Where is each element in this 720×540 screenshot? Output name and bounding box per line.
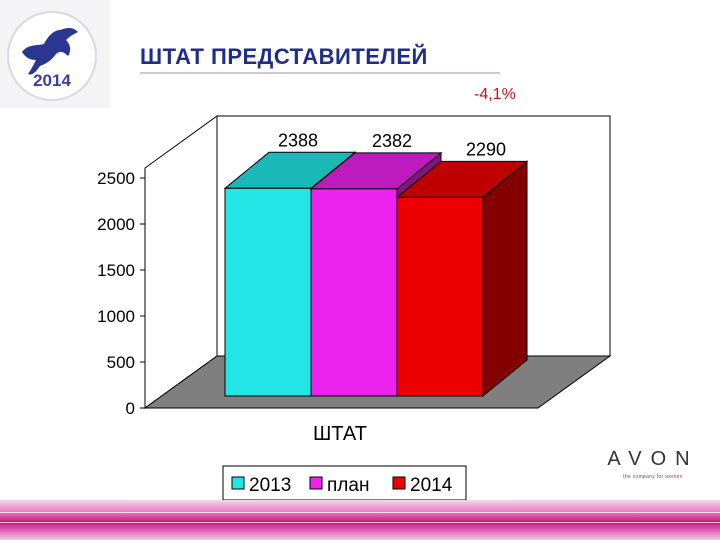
legend-label: план: [327, 475, 369, 496]
bar: [310, 188, 398, 397]
logo-year: 2014: [33, 71, 71, 90]
legend-label: 2013: [249, 475, 291, 496]
logo-badge: 2014: [0, 0, 110, 108]
brand-tagline: the company for women: [623, 474, 683, 480]
legend-box: [222, 465, 467, 501]
y-tick-label: 1500: [97, 261, 135, 280]
legend-swatch: [231, 476, 245, 490]
data-label: 2382: [372, 131, 412, 151]
legend-swatch: [392, 476, 406, 490]
footer-band: [0, 500, 720, 540]
data-label: 2388: [278, 130, 318, 150]
y-tick-label: 2000: [97, 215, 135, 234]
y-tick-label: 500: [107, 353, 135, 372]
y-tick-label: 0: [126, 399, 135, 418]
horse-logo-icon: 2014: [7, 11, 97, 101]
change-percent: -4,1%: [474, 86, 516, 103]
page-title: ШТАТ ПРЕДСТАВИТЕЛЕЙ: [140, 44, 428, 69]
data-label: 2290: [466, 139, 506, 159]
avon-logo: AVON the company for women: [598, 448, 708, 480]
title-divider: [140, 72, 500, 74]
y-tick-label: 1000: [97, 307, 135, 326]
legend-label: 2014: [410, 475, 453, 496]
bar: [224, 187, 312, 397]
bar: [396, 196, 484, 397]
x-axis-label: ШТАТ: [313, 423, 367, 445]
bar-side: [482, 160, 528, 398]
brand-name: AVON: [607, 448, 699, 470]
legend-swatch: [309, 476, 323, 490]
y-tick-label: 2500: [97, 169, 135, 188]
